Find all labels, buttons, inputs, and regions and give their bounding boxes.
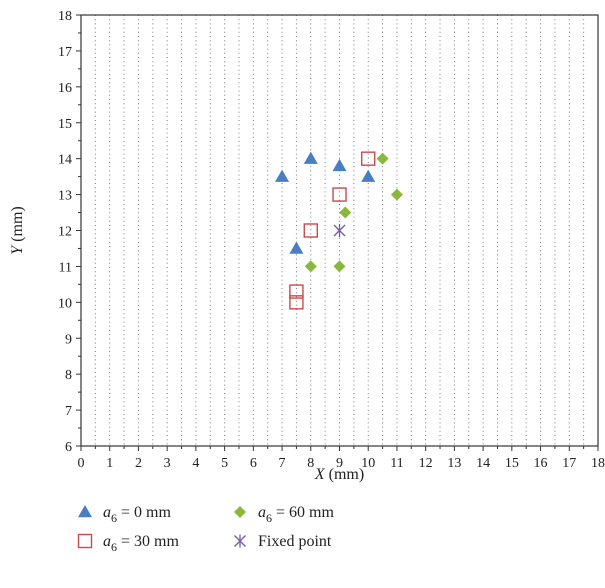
data-point	[303, 151, 318, 164]
legend-subscript: 6	[111, 540, 117, 554]
legend-item: Fixed point	[234, 533, 332, 550]
series-2	[304, 152, 403, 273]
data-point	[361, 169, 376, 182]
y-tick-label: 18	[58, 9, 72, 24]
x-tick-label: 14	[476, 456, 490, 471]
data-marks	[275, 151, 403, 310]
x-axis-label: X (mm)	[314, 466, 364, 483]
legend-text: = 0 mm	[117, 504, 171, 521]
x-tick-label: 11	[390, 456, 403, 471]
y-tick-label: 11	[59, 260, 72, 275]
x-tick-label: 16	[534, 456, 548, 471]
y-tick-labels: 6 7 8 9 10 11 12 13 14 15 16 17 18	[58, 9, 72, 455]
x-tick-labels: 0 1 2 3 4 5 6 7 8 9 10 11 12 13 14 15 16 17 18	[78, 456, 605, 471]
y-tick-label: 16	[58, 81, 72, 96]
x-axis-label-unit: (mm)	[325, 466, 365, 483]
y-tick-label: 14	[58, 153, 72, 168]
x-tick-label: 10	[361, 456, 375, 471]
data-point	[332, 158, 347, 172]
x-tick-label: 6	[250, 456, 257, 471]
grid	[94, 15, 585, 446]
x-tick-label: 9	[336, 456, 343, 471]
data-point	[361, 151, 376, 166]
legend-var: a	[103, 504, 111, 521]
y-tick-label: 9	[65, 332, 72, 347]
x-tick-label: 18	[591, 456, 605, 471]
y-tick-label: 17	[58, 45, 72, 60]
data-point	[289, 241, 304, 254]
x-tick-label: 15	[505, 456, 519, 471]
axis-ticks	[76, 14, 599, 451]
x-tick-label: 2	[135, 456, 142, 471]
data-point	[303, 223, 318, 238]
legend-var: a	[258, 504, 266, 521]
data-point	[275, 169, 290, 182]
legend-item: a6 = 30 mm	[77, 533, 179, 554]
legend-marker	[77, 533, 93, 549]
legend-var: a	[103, 533, 111, 550]
legend-label: Fixed point	[258, 533, 332, 550]
series-0	[275, 151, 376, 254]
legend-marker	[234, 534, 246, 548]
x-tick-label: 1	[106, 456, 113, 471]
legend-text: Fixed point	[258, 533, 332, 550]
y-tick-label: 6	[65, 440, 72, 455]
legend-marker	[78, 505, 92, 518]
y-tick-label: 15	[58, 117, 72, 132]
x-tick-label: 3	[164, 456, 171, 471]
y-tick-label: 7	[65, 404, 72, 419]
legend-subscript: 6	[266, 511, 272, 525]
data-point	[376, 152, 389, 165]
data-point	[333, 260, 346, 273]
y-tick-label: 8	[65, 368, 72, 383]
x-tick-label: 5	[221, 456, 228, 471]
y-axis-label: Y (mm)	[9, 206, 26, 254]
data-point	[390, 188, 403, 201]
legend-text: = 30 mm	[117, 533, 179, 550]
data-point	[289, 295, 304, 310]
series-3	[333, 223, 346, 238]
y-tick-label: 12	[58, 225, 72, 240]
x-tick-label: 13	[447, 456, 461, 471]
data-point	[304, 260, 317, 273]
legend-item: a6 = 60 mm	[234, 504, 334, 525]
x-tick-label: 0	[78, 456, 85, 471]
x-tick-label: 8	[307, 456, 314, 471]
series-1	[289, 151, 376, 310]
y-axis-label-var: Y	[9, 244, 26, 255]
data-point	[332, 187, 347, 202]
legend-item: a6 = 0 mm	[78, 504, 171, 525]
legend-label: a6 = 30 mm	[103, 533, 179, 554]
data-point	[333, 223, 346, 238]
legend-subscript: 6	[111, 511, 117, 525]
x-tick-label: 17	[562, 456, 576, 471]
data-point	[339, 206, 352, 219]
x-axis-label-var: X	[314, 466, 326, 483]
legend-label: a6 = 60 mm	[258, 504, 334, 525]
legend-marker	[234, 506, 246, 518]
legend-text: = 60 mm	[272, 504, 334, 521]
y-axis-label-unit: (mm)	[9, 206, 26, 246]
y-tick-label: 13	[58, 189, 72, 204]
x-tick-label: 7	[279, 456, 286, 471]
y-tick-label: 10	[58, 296, 72, 311]
legend-label: a6 = 0 mm	[103, 504, 171, 525]
x-tick-label: 12	[419, 456, 433, 471]
data-point	[289, 284, 304, 299]
x-tick-label: 4	[192, 456, 199, 471]
